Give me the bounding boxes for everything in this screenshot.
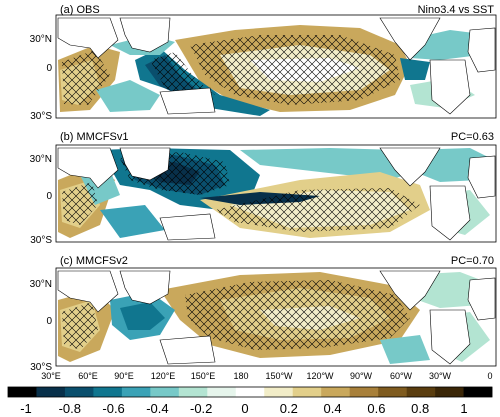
x-tick-label: 150°E [191,371,216,381]
x-tick-label: 60°W [390,371,413,381]
x-tick-label: 30°W [429,371,452,381]
colorbar-cell [178,387,208,397]
colorbar-cell [36,387,66,397]
x-tick-label: 150°W [265,371,293,381]
colorbar-cell [64,387,94,397]
x-tick-label: 60°E [78,371,98,381]
colorbar-tick-label: 0.2 [280,401,298,416]
colorbar-cell [207,387,237,397]
y-tick-label: 30°N [30,279,52,290]
x-tick-label: 120°W [306,371,334,381]
colorbar-tick-label: 1 [460,401,467,416]
panel-c: (c) MMCFSv2 PC=0.70 30°N 0 30°S [30,255,497,373]
y-tick-label: 0 [46,316,52,327]
panel-a-label: (a) OBS [60,4,100,16]
x-tick-label: 120°E [151,371,176,381]
x-tick-label: 30°E [41,371,61,381]
colorbar-tick-label: 0 [241,401,248,416]
panel-a-y-ticks: 30°N 0 30°S [30,34,53,122]
x-tick-label: 90°E [114,371,134,381]
colorbar: -1 -0.8 -0.6 -0.4 -0.2 0 0.2 0.4 0.6 0.8 1 [7,386,493,416]
colorbar-cell [406,387,436,397]
colorbar-cell [235,387,265,397]
colorbar-tick-label: -0.2 [190,401,212,416]
colorbar-cell [93,387,123,397]
panel-b-y-ticks: 30°N 0 30°S [30,154,53,246]
panel-c-corner-text: PC=0.70 [451,255,494,267]
y-tick-label: 30°N [30,154,52,165]
x-tick-label: 180 [233,371,248,381]
panel-a-corner-text: Nino3.4 vs SST [418,4,495,16]
colorbar-tick-label: -1 [20,401,32,416]
y-tick-label: 30°S [30,111,52,122]
colorbar-tick-label: 0.4 [324,401,342,416]
panel-c-field [57,270,496,365]
panel-a-field [57,17,496,116]
colorbar-tick-label: -0.8 [59,401,81,416]
colorbar-cell [121,387,151,397]
panel-b-field [57,147,496,241]
colorbar-cell [264,387,294,397]
colorbar-cell [463,387,493,397]
y-tick-label: 30°N [30,34,52,45]
colorbar-frame [7,386,493,398]
x-ticks: 30°E 60°E 90°E 120°E 150°E 180 150°W 120… [41,371,492,381]
panel-b-label: (b) MMCFSv1 [60,131,128,143]
colorbar-ticks: -1 -0.8 -0.6 -0.4 -0.2 0 0.2 0.4 0.6 0.8 1 [20,401,467,416]
colorbar-tick-label: -0.6 [102,401,124,416]
x-tick-label: 0 [487,371,492,381]
colorbar-cell [321,387,350,397]
colorbar-tick-label: -0.4 [146,401,168,416]
y-tick-label: 0 [46,63,52,74]
panel-a: (a) OBS Nino3.4 vs SST 30°N 0 30°S [30,4,497,122]
colorbar-cell [378,387,407,397]
panel-b-corner-text: PC=0.63 [451,131,494,143]
colorbar-tick-label: 0.8 [411,401,429,416]
colorbar-cell [349,387,379,397]
y-tick-label: 0 [46,191,52,202]
panel-c-y-ticks: 30°N 0 30°S [30,279,53,373]
colorbar-cell [435,387,464,397]
colorbar-cell [8,387,37,397]
y-tick-label: 30°S [30,235,52,246]
y-tick-label: 30°S [30,362,52,373]
colorbar-cell [292,387,322,397]
colorbar-cells [8,387,493,397]
colorbar-cell [150,387,180,397]
panel-c-label: (c) MMCFSv2 [60,255,128,267]
panel-b: (b) MMCFSv1 PC=0.63 30°N 0 30°S [30,131,497,246]
colorbar-tick-label: 0.6 [367,401,385,416]
x-tick-label: 90°W [350,371,373,381]
